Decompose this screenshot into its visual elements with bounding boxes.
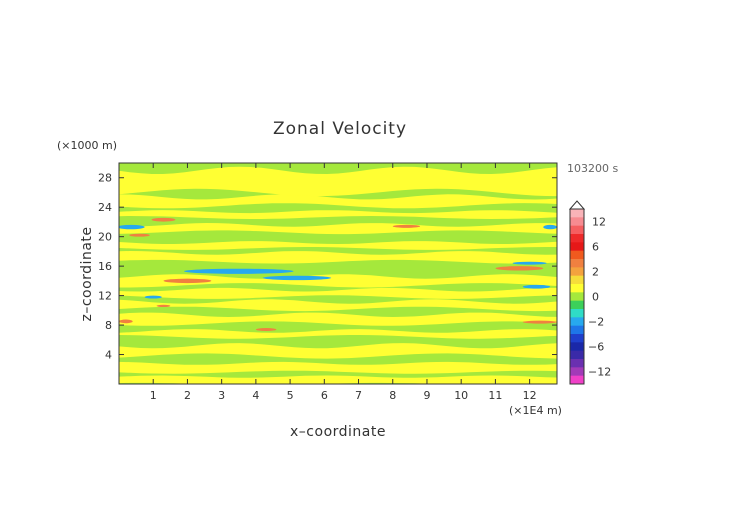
- x-tick-label: 9: [423, 389, 430, 402]
- colorbar-swatch: [570, 342, 584, 352]
- colorbar-swatch: [570, 292, 584, 302]
- colorbar-swatch: [570, 217, 584, 227]
- contour-cell: [184, 268, 294, 274]
- colorbar-swatch: [570, 375, 584, 385]
- colorbar-swatch: [570, 225, 584, 235]
- contour-cell: [512, 261, 547, 265]
- colorbar-label: 0: [592, 291, 599, 304]
- x-tick-label: 6: [321, 389, 328, 402]
- contour-band: [119, 361, 557, 374]
- colorbar-swatch: [570, 275, 584, 285]
- contour-cell: [119, 319, 133, 324]
- x-tick-label: 1: [150, 389, 157, 402]
- colorbar-swatch: [570, 250, 584, 260]
- colorbar-frame: [569, 208, 585, 385]
- y-tick-label: 20: [98, 231, 112, 244]
- colorbar-swatch: [570, 317, 584, 327]
- contour-cell: [163, 278, 212, 284]
- contour-field: [119, 163, 557, 384]
- contour-cell: [543, 224, 557, 230]
- colorbar-swatch: [570, 309, 584, 318]
- y-tick-label: 16: [98, 260, 112, 273]
- time-label: 103200 s: [567, 162, 618, 175]
- contour-band: [119, 287, 557, 299]
- colorbar-swatch: [570, 284, 584, 293]
- contour-band: [119, 194, 557, 209]
- colorbar-swatch: [570, 242, 584, 252]
- colorbar-swatch: [570, 350, 584, 360]
- contour-band: [119, 223, 557, 235]
- contour-band: [119, 251, 557, 264]
- contour-band: [119, 375, 557, 384]
- contour-cell: [151, 217, 176, 222]
- x-tick-label: 7: [355, 389, 362, 402]
- x-tick-label: 10: [454, 389, 468, 402]
- y-axis-ticks: 4 8 12 16 20 24 28: [98, 172, 557, 362]
- contour-cell: [522, 284, 551, 289]
- colorbar-label: 2: [592, 266, 599, 279]
- contour-band: [119, 166, 557, 197]
- plot-frame: [118, 162, 558, 385]
- x-tick-label: 3: [218, 389, 225, 402]
- x-unit-label: (×1E4 m): [509, 404, 562, 417]
- contour-cell: [392, 224, 421, 228]
- colorbar-label: −12: [588, 366, 611, 379]
- colorbar-swatch: [570, 259, 584, 268]
- colorbar-label: −6: [588, 341, 604, 354]
- contour-band: [119, 312, 557, 326]
- colorbar-arrow: [568, 200, 586, 210]
- x-axis-label: x–coordinate: [290, 424, 386, 440]
- x-tick-label: 4: [252, 389, 259, 402]
- contour-cell: [262, 275, 332, 281]
- x-tick-label: 11: [488, 389, 502, 402]
- colorbar-label: −2: [588, 316, 604, 329]
- colorbar-swatch: [570, 209, 584, 218]
- colorbar-swatch: [570, 367, 584, 377]
- x-tick-label: 2: [184, 389, 191, 402]
- contour-band: [119, 343, 557, 359]
- colorbar-swatch: [570, 325, 584, 335]
- y-tick-label: 24: [98, 201, 112, 214]
- contour-cell: [255, 328, 277, 331]
- contour-cell: [129, 233, 150, 237]
- contour-cell: [156, 304, 171, 308]
- contour-band: [119, 299, 557, 312]
- chart-title: Zonal Velocity: [273, 119, 407, 139]
- x-axis-ticks: 1 2 3 4 5 6 7 8 9 10 11 12: [150, 163, 537, 402]
- colorbar-swatch: [570, 300, 584, 310]
- contour-cell: [495, 266, 544, 271]
- y-unit-label: (×1000 m): [57, 139, 117, 152]
- contour-cell: [522, 320, 557, 324]
- colorbar-swatch: [570, 359, 584, 368]
- contour-band: [119, 274, 557, 288]
- y-tick-label: 12: [98, 290, 112, 303]
- contour-band: [119, 329, 557, 339]
- x-tick-label: 12: [523, 389, 537, 402]
- x-tick-label: 5: [287, 389, 294, 402]
- x-tick-label: 8: [389, 389, 396, 402]
- contour-band: [119, 241, 557, 250]
- contour-band: [119, 210, 557, 219]
- colorbar-swatch: [570, 267, 584, 277]
- colorbar-label: 6: [592, 241, 599, 254]
- colorbar-label: 12: [592, 216, 606, 229]
- colorbar: 12 6 2 0 −2 −6 −12: [568, 200, 611, 385]
- colorbar-swatch: [570, 334, 584, 343]
- contour-cell: [144, 295, 162, 299]
- y-tick-label: 28: [98, 172, 112, 185]
- contour-cell: [119, 224, 145, 230]
- y-tick-label: 8: [105, 319, 112, 332]
- y-axis-label: z–coordinate: [79, 226, 95, 321]
- y-tick-label: 4: [105, 349, 112, 362]
- colorbar-swatch: [570, 234, 584, 243]
